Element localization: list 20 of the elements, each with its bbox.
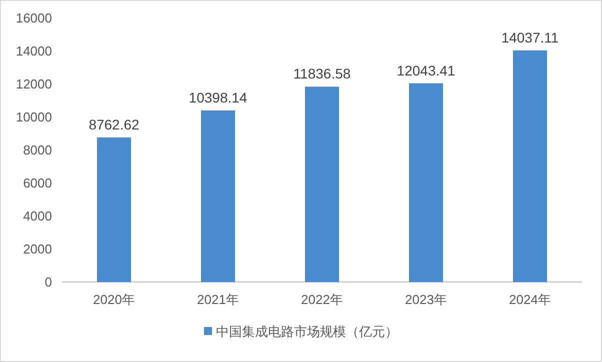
x-tick-label: 2023年 <box>405 292 447 307</box>
data-label: 11836.58 <box>293 66 351 82</box>
y-tick-label: 2000 <box>23 242 52 256</box>
y-tick-label: 14000 <box>16 44 52 58</box>
data-label: 8762.62 <box>88 116 140 132</box>
x-tick-label: 2024年 <box>509 292 551 307</box>
data-label: 12043.41 <box>396 62 456 78</box>
y-tick-label: 10000 <box>16 110 52 124</box>
data-label: 14037.11 <box>501 29 559 46</box>
y-tick-label: 12000 <box>16 76 52 92</box>
x-tick-label: 2020年 <box>93 292 135 307</box>
y-tick-label: 4000 <box>23 208 52 224</box>
y-tick-label: 6000 <box>23 176 52 190</box>
x-tick-label: 2022年 <box>301 292 343 307</box>
legend-label: 中国集成电路市场规模（亿元） <box>216 324 398 339</box>
data-label: 10398.14 <box>188 89 248 106</box>
x-tick-label: 2021年 <box>197 292 239 307</box>
y-tick-label: 0 <box>44 274 52 290</box>
y-tick-label: 8000 <box>23 142 52 158</box>
y-tick-label: 16000 <box>16 10 52 26</box>
